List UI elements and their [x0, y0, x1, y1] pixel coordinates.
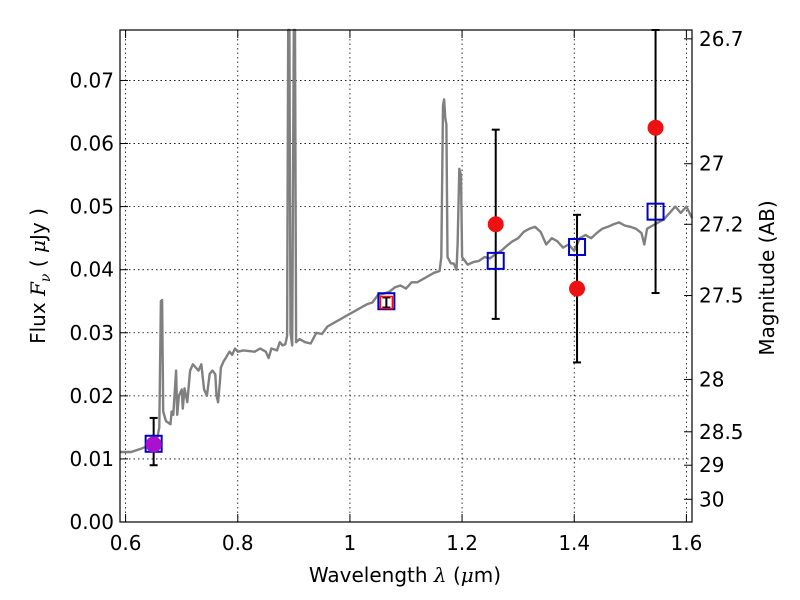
- y2-tick-label: 26.7: [699, 27, 744, 51]
- y-tick-label: 0.06: [69, 132, 114, 156]
- observed-point: [487, 216, 504, 233]
- y-axis-label: Flux Fν ( μJy ): [26, 208, 54, 344]
- y-tick-label: 0.03: [69, 321, 114, 345]
- y-tick-label: 0.00: [69, 510, 114, 534]
- y-tick-label: 0.04: [69, 258, 114, 282]
- grid-lines: [120, 30, 692, 522]
- x-tick-label: 1.2: [446, 531, 478, 555]
- spectrum-series: [120, 28, 694, 454]
- y-tick-label: 0.05: [69, 195, 114, 219]
- observed-point: [569, 280, 586, 297]
- y2-tick-label: 30: [699, 487, 724, 511]
- y-tick-label: 0.07: [69, 68, 114, 92]
- y2-tick-label: 27.5: [699, 284, 744, 308]
- spectrum-line: [120, 28, 694, 454]
- y2-tick-label: 28: [699, 367, 724, 391]
- model-square: [486, 251, 505, 270]
- y2-tick-label: 28.5: [699, 420, 744, 444]
- photometry-markers: [144, 29, 665, 467]
- x-tick-label: 1.4: [558, 531, 590, 555]
- x-tick-label: 0.8: [222, 531, 254, 555]
- y2-tick-label: 29: [699, 453, 724, 477]
- observed-point: [647, 119, 664, 136]
- x-axis-label: Wavelength λ (μm): [309, 563, 501, 587]
- y2-axis-label: Magnitude (AB): [755, 200, 779, 355]
- y2-tick-label: 27: [699, 152, 724, 176]
- observed-square: [379, 295, 394, 310]
- x-tick-label: 0.6: [110, 531, 142, 555]
- y-tick-label: 0.01: [69, 447, 114, 471]
- y2-tick-label: 27.2: [699, 212, 744, 236]
- x-tick-label: 1.6: [670, 531, 702, 555]
- plot-frame: [119, 29, 693, 523]
- observed-point: [145, 436, 162, 453]
- y-tick-label: 0.02: [69, 384, 114, 408]
- model-square: [568, 237, 587, 256]
- axis-ticks: 0.6 0.8 1 1.2 1.4 1.6 0.00 0.01 0.02 0.03 0.04 0.05…: [69, 27, 743, 555]
- model-square: [646, 202, 665, 221]
- x-tick-label: 1: [344, 531, 357, 555]
